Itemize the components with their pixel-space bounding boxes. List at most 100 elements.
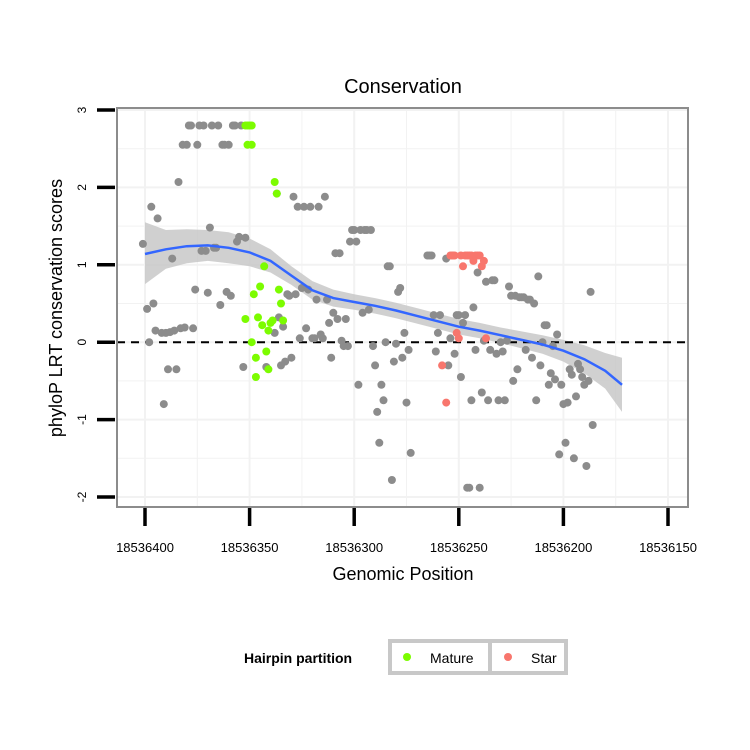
point-other-180 (563, 398, 572, 407)
point-other-165 (532, 396, 541, 405)
legend: Hairpin partition Mature Star (244, 639, 568, 675)
point-other-21 (187, 121, 195, 130)
point-other-113 (404, 345, 413, 354)
point-other-147 (494, 396, 503, 405)
point-mature-20 (274, 285, 283, 294)
point-other-96 (369, 342, 377, 351)
point-other-61 (295, 334, 304, 343)
y-axis: -2 -1 0 1 2 3 (75, 106, 115, 502)
point-other-177 (557, 380, 566, 389)
point-other-72 (318, 334, 327, 343)
point-other-143 (486, 345, 495, 354)
point-other-145 (490, 276, 499, 285)
point-other-191 (586, 287, 595, 296)
point-other-87 (350, 226, 359, 234)
y-tick-label-1: -1 (75, 414, 89, 425)
point-other-134 (467, 396, 476, 405)
point-other-175 (553, 330, 562, 339)
point-other-40 (226, 291, 235, 300)
point-other-131 (461, 311, 470, 320)
point-other-192 (588, 421, 597, 429)
point-other-69 (312, 295, 321, 304)
point-other-70 (314, 202, 323, 211)
point-other-6 (153, 214, 162, 223)
point-other-29 (203, 288, 212, 297)
point-other-109 (396, 284, 405, 292)
point-star-16 (475, 251, 484, 260)
point-other-1 (143, 304, 152, 313)
point-other-5 (151, 326, 160, 335)
point-other-35 (216, 301, 225, 309)
point-other-44 (235, 232, 244, 241)
x-tick-label-1: 18536350 (221, 540, 279, 555)
point-other-105 (387, 476, 396, 484)
x-axis-label: Genomic Position (332, 564, 473, 584)
point-other-80 (335, 249, 344, 258)
point-other-46 (239, 363, 248, 371)
point-mature-3 (247, 121, 256, 130)
point-other-117 (427, 251, 436, 260)
point-other-184 (572, 392, 580, 401)
point-mature-24 (251, 373, 260, 381)
y-tick-label-2: 0 (75, 339, 89, 346)
point-other-106 (389, 357, 398, 366)
point-star-1 (442, 398, 451, 407)
legend-label-mature: Mature (430, 650, 474, 666)
point-other-42 (231, 121, 239, 130)
point-other-83 (341, 315, 350, 323)
point-mature-22 (279, 316, 288, 325)
point-other-34 (214, 121, 223, 130)
point-other-150 (500, 396, 509, 405)
point-other-2 (145, 338, 154, 347)
point-mature-7 (247, 338, 256, 347)
point-other-98 (373, 407, 382, 416)
point-other-58 (289, 192, 298, 201)
point-other-68 (310, 334, 319, 343)
point-other-137 (473, 268, 482, 277)
point-star-0 (438, 361, 447, 370)
point-other-3 (147, 202, 156, 211)
point-other-154 (509, 376, 518, 385)
point-other-89 (354, 380, 363, 389)
point-other-114 (406, 448, 415, 457)
point-other-166 (534, 272, 543, 281)
point-other-54 (281, 357, 290, 366)
point-other-138 (475, 483, 484, 492)
y-tick-label-3: 1 (75, 261, 89, 268)
point-other-189 (582, 462, 591, 470)
point-mature-17 (268, 316, 277, 325)
point-other-22 (189, 324, 198, 333)
y-axis-label: phyloP LRT conservation scores (46, 179, 66, 437)
legend-key-box-star (488, 639, 568, 675)
point-other-15 (174, 178, 183, 186)
point-star-8 (459, 262, 467, 271)
y-tick-label-5: 3 (75, 106, 89, 113)
point-other-10 (164, 365, 172, 374)
legend-swatch-mature (403, 653, 411, 661)
point-other-66 (306, 202, 315, 211)
point-mature-18 (270, 178, 279, 186)
point-other-167 (536, 361, 545, 370)
x-tick-label-2: 18536300 (325, 540, 383, 555)
point-star-18 (479, 256, 488, 265)
point-other-13 (170, 326, 179, 335)
point-other-49 (270, 328, 279, 337)
point-other-30 (205, 223, 214, 232)
point-other-170 (542, 321, 551, 330)
point-other-91 (358, 308, 367, 317)
point-other-63 (300, 202, 308, 211)
point-other-100 (377, 380, 386, 389)
point-other-123 (444, 361, 453, 370)
point-other-174 (551, 375, 559, 384)
x-tick-label-3: 18536250 (430, 540, 488, 555)
point-other-12 (168, 254, 177, 263)
x-tick-label-4: 18536200 (534, 540, 592, 555)
point-other-149 (498, 347, 507, 356)
point-other-0 (138, 239, 147, 248)
point-other-126 (450, 349, 459, 358)
point-other-27 (199, 121, 208, 130)
x-axis: 18536400 18536350 18536300 18536250 18536200… (116, 508, 697, 555)
point-mature-8 (249, 290, 258, 299)
